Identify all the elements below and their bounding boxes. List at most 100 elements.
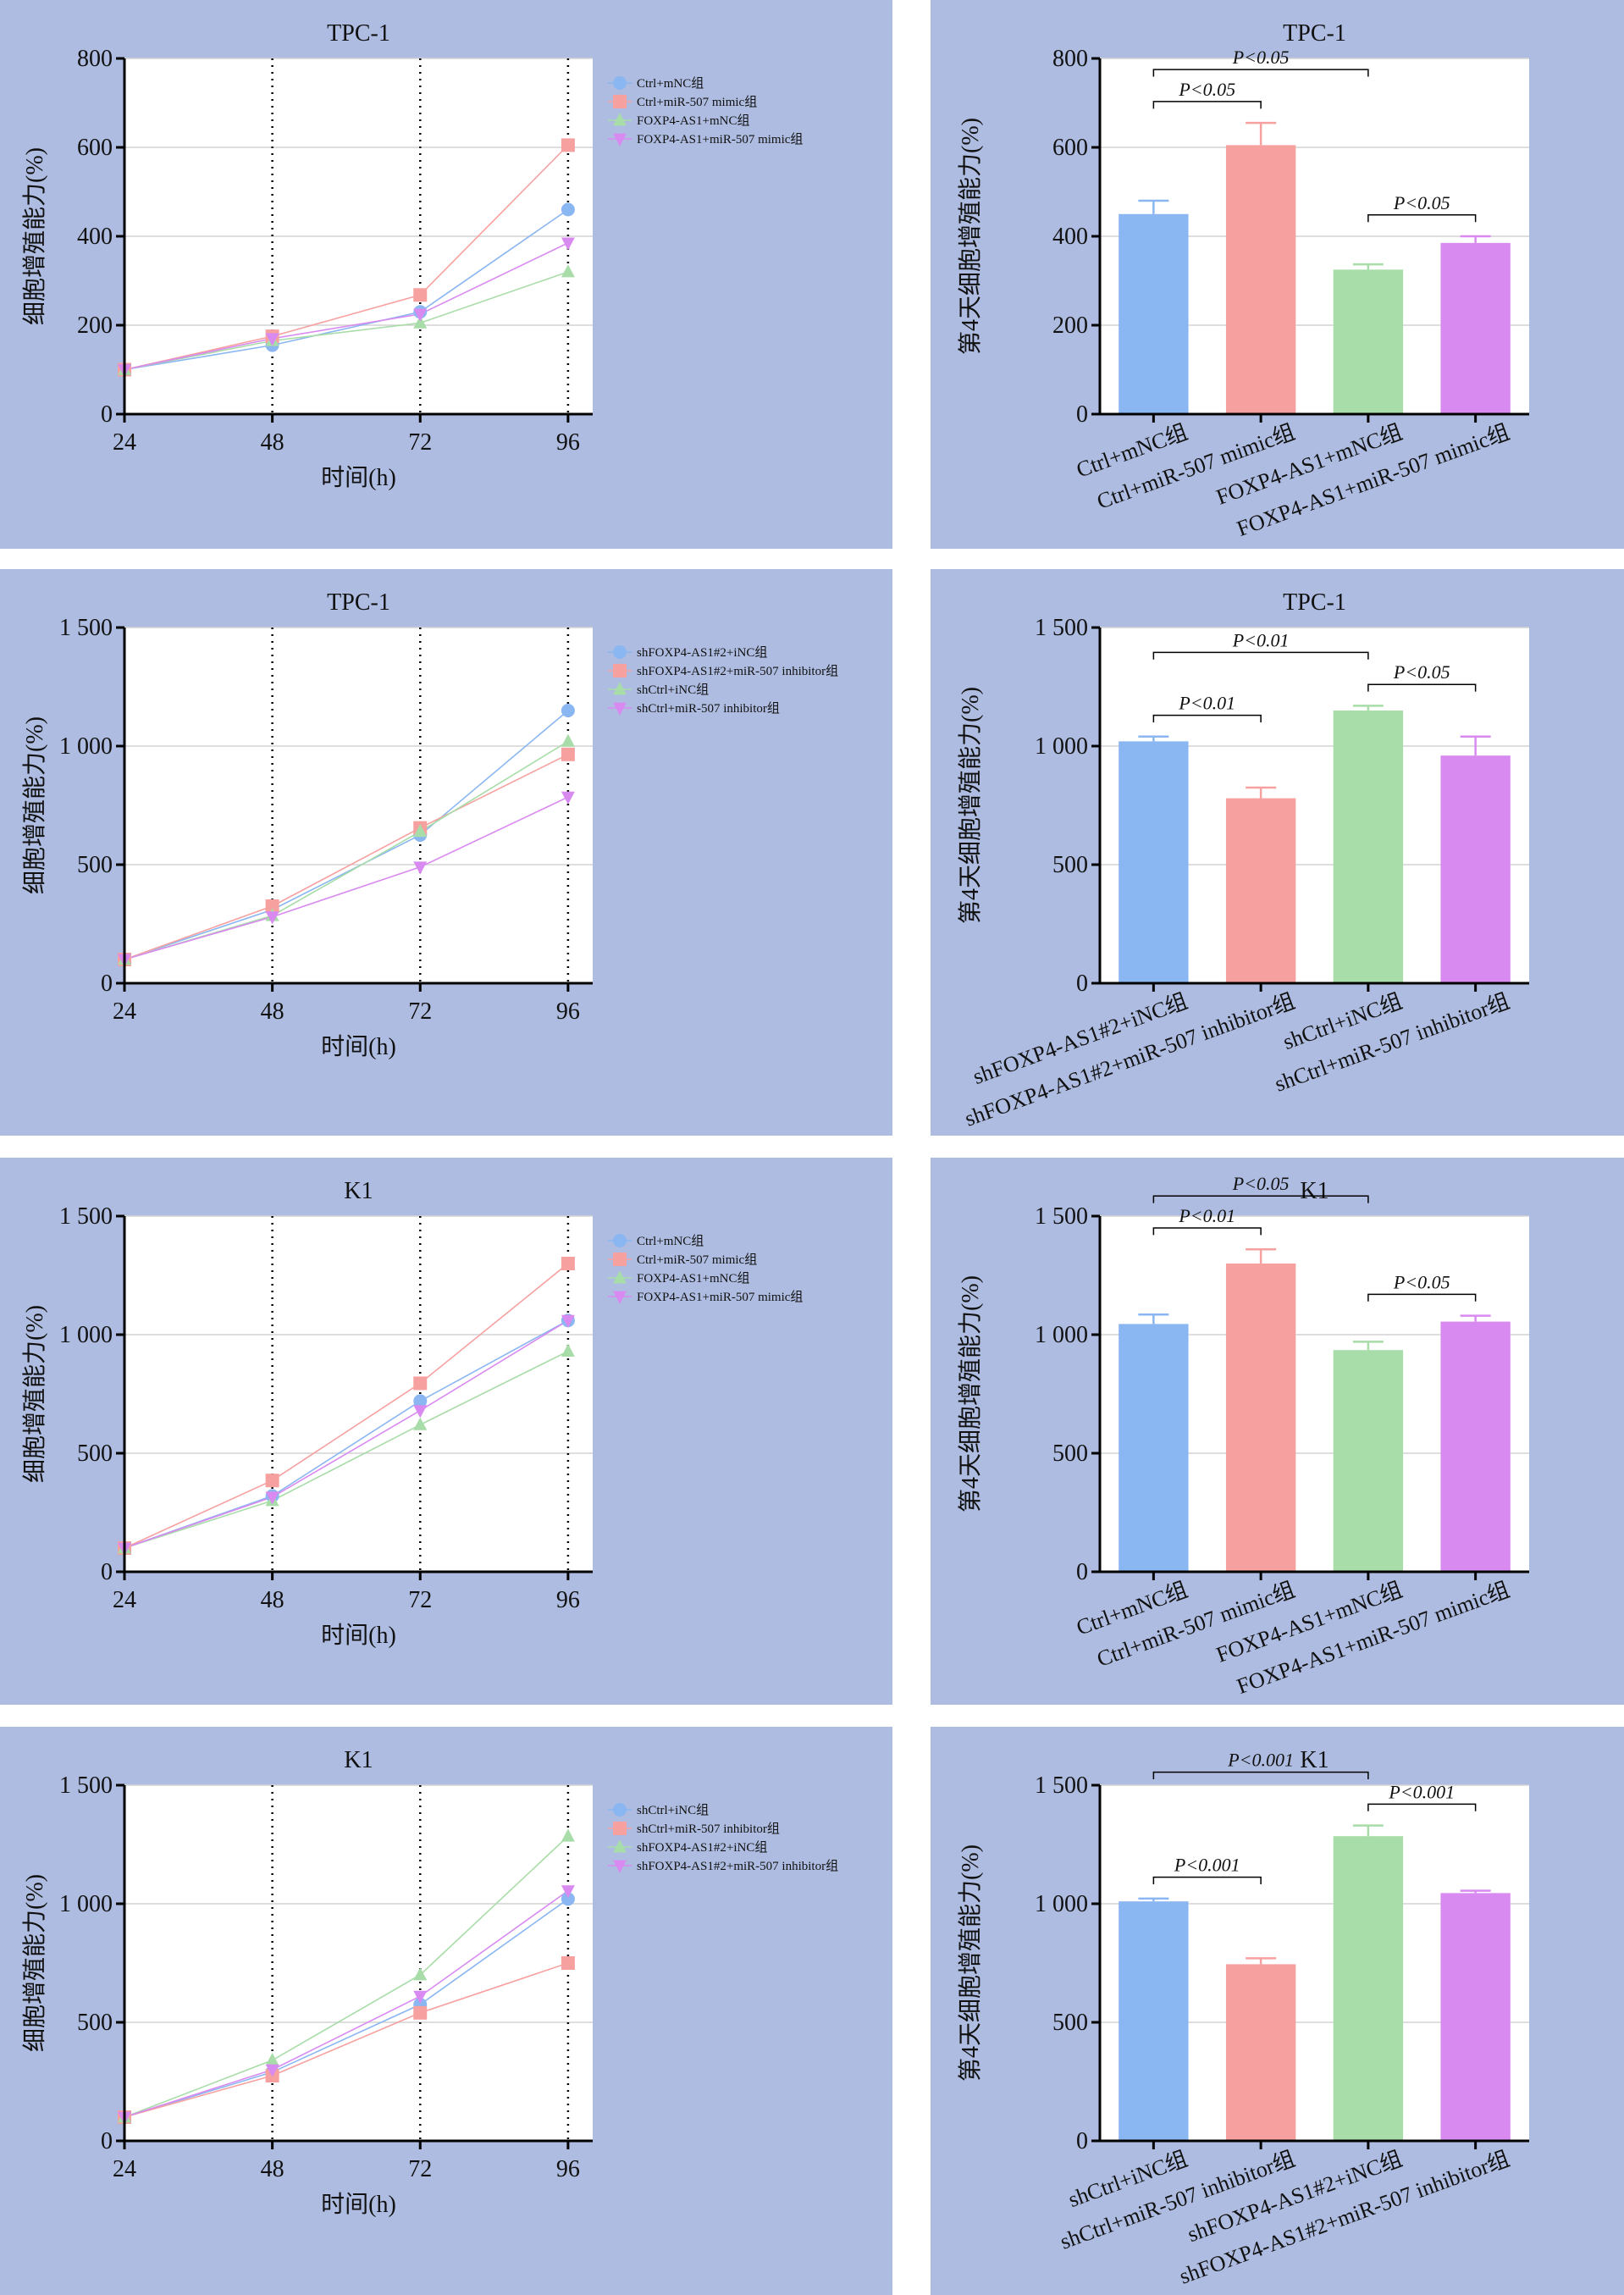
marker: [561, 733, 575, 747]
error-bar: [1138, 735, 1169, 742]
significance-bracket: [1367, 683, 1477, 692]
legend-marker: [613, 682, 627, 695]
marker: [561, 1956, 575, 1970]
y-tick-label: 0: [1076, 401, 1088, 428]
legend-item: Ctrl+miR-507 mimic组: [608, 1253, 757, 1267]
significance-label: P<0.001: [1227, 1750, 1294, 1771]
marker: [413, 1394, 428, 1408]
chart-title: TPC-1: [327, 589, 390, 616]
chart-title: TPC-1: [1283, 20, 1346, 47]
x-axis-label: 时间(h): [321, 1622, 396, 1649]
y-tick-label: 0: [101, 971, 113, 997]
y-tick-label: 800: [1052, 46, 1088, 72]
legend-item: FOXP4-AS1+mNC组: [608, 113, 749, 128]
error-bar: [1460, 235, 1491, 243]
y-axis-label: 细胞增殖能力(%): [21, 716, 48, 894]
legend-label: shFOXP4-AS1#2+iNC组: [637, 645, 767, 660]
chart-title: K1: [344, 1178, 373, 1204]
marker: [413, 1405, 428, 1418]
marker: [561, 237, 575, 251]
y-tick-label: 500: [1052, 1441, 1088, 1467]
legend-item: shFOXP4-AS1#2+miR-507 inhibitor组: [608, 664, 838, 678]
y-tick-label: 1 000: [59, 1891, 113, 1917]
marker: [265, 2053, 279, 2066]
y-tick-label: 0: [101, 401, 113, 428]
marker: [561, 1257, 575, 1270]
bar: [1225, 145, 1296, 414]
legend-item: FOXP4-AS1+miR-507 mimic组: [608, 1290, 803, 1304]
y-axis-label: 第4天细胞增殖能力(%): [957, 1275, 984, 1512]
series-line: [124, 1898, 569, 2118]
y-tick-label: 500: [77, 852, 113, 878]
y-tick-label: 1 500: [1035, 1203, 1088, 1230]
marker: [561, 1828, 575, 1842]
series-line: [124, 1319, 569, 1549]
bar: [1440, 242, 1511, 414]
y-tick-label: 1 000: [1035, 1322, 1088, 1348]
significance-bracket: [1367, 1803, 1477, 1811]
significance-bracket: [1152, 1195, 1369, 1203]
significance-label: P<0.01: [1178, 1205, 1235, 1226]
y-tick-label: 200: [77, 312, 113, 339]
significance-bracket: [1152, 1771, 1369, 1779]
marker: [413, 1990, 428, 2004]
legend-label: shCtrl+miR-507 inhibitor组: [637, 701, 780, 716]
bar: [1440, 1893, 1511, 2141]
y-tick-label: 0: [1076, 2128, 1088, 2154]
marker: [265, 899, 279, 913]
series-line: [124, 754, 569, 960]
y-tick-label: 0: [1076, 971, 1088, 997]
legend-item: shCtrl+iNC组: [608, 682, 709, 697]
marker: [561, 791, 575, 805]
bar: [1119, 1324, 1189, 1572]
significance-bracket: [1152, 1227, 1262, 1236]
marker: [413, 1967, 428, 1981]
y-tick-label: 400: [1052, 224, 1088, 250]
error-bar: [1352, 705, 1384, 711]
series-line: [124, 1962, 569, 2118]
marker: [413, 308, 428, 322]
error-bar: [1246, 1957, 1277, 1965]
y-tick-label: 0: [101, 2128, 113, 2154]
x-tick-label: 72: [408, 2156, 432, 2182]
y-tick-label: 0: [101, 1559, 113, 1585]
y-tick-label: 1 500: [1035, 1772, 1088, 1799]
bar: [1119, 741, 1189, 983]
x-tick-label: 96: [556, 998, 580, 1025]
legend-item: shFOXP4-AS1#2+iNC组: [608, 645, 767, 660]
significance-bracket: [1367, 214, 1477, 223]
x-axis-label: 时间(h): [321, 464, 396, 491]
y-tick-label: 500: [77, 1441, 113, 1467]
significance-label: P<0.001: [1388, 1781, 1455, 1802]
error-bar: [1246, 1247, 1277, 1264]
error-bar: [1460, 1314, 1491, 1322]
legend-label: Ctrl+mNC组: [637, 76, 704, 91]
legend-item: shFOXP4-AS1#2+miR-507 inhibitor组: [608, 1859, 838, 1873]
y-tick-label: 1 500: [59, 1203, 113, 1230]
x-tick-label: 24: [113, 1587, 136, 1613]
marker: [413, 861, 428, 875]
y-tick-label: 1 000: [1035, 733, 1088, 760]
significance-bracket: [1152, 714, 1262, 722]
legend-label: shCtrl+miR-507 inhibitor组: [637, 1822, 780, 1836]
error-bar: [1246, 786, 1277, 799]
marker: [265, 1491, 279, 1505]
bar: [1333, 1836, 1404, 2141]
chart-title: K1: [1300, 1747, 1328, 1773]
y-axis-label: 第4天细胞增殖能力(%): [957, 687, 984, 924]
series-line: [124, 1889, 569, 2118]
marker: [561, 202, 575, 217]
error-bar: [1352, 263, 1384, 270]
error-bar: [1138, 1313, 1169, 1324]
significance-label: P<0.05: [1393, 661, 1450, 683]
bar: [1333, 1350, 1404, 1572]
error-bar: [1352, 1341, 1384, 1351]
y-tick-label: 800: [77, 46, 113, 72]
y-tick-label: 400: [77, 224, 113, 250]
x-tick-label: 72: [408, 1587, 432, 1613]
marker: [561, 1885, 575, 1899]
plot-area: [124, 1216, 593, 1572]
